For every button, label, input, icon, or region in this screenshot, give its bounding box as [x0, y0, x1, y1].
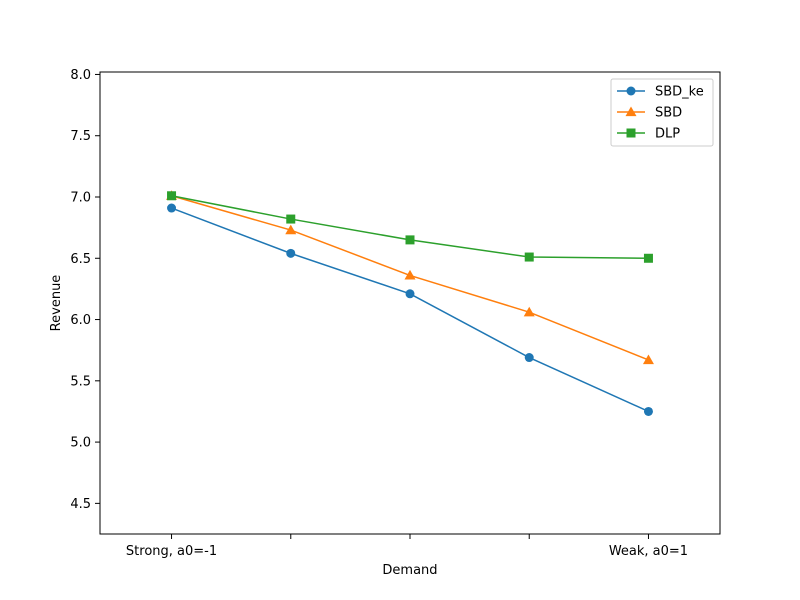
y-tick-label: 5.5	[70, 374, 91, 389]
data-point-sbd-ke	[643, 406, 653, 416]
y-axis-label: Revenue	[49, 275, 64, 332]
legend-marker-dlp	[626, 128, 636, 138]
legend: SBD_ke SBD DLP	[610, 78, 714, 147]
y-tick-label: 6.0	[70, 313, 91, 328]
data-point-sbd	[642, 354, 654, 365]
plot-area	[166, 190, 654, 416]
y-tick-label: 7.0	[70, 190, 91, 205]
x-tick-label: Strong, a0=-1	[126, 544, 217, 559]
legend-marker-sbd	[625, 106, 637, 117]
y-tick-label: 8.0	[70, 68, 91, 83]
axes: 4.5 5.0 5.5 6.0 6.5 7.0 7.5 8.0 Strong, a0=-1 Wea…	[70, 68, 688, 559]
data-point-sbd-ke	[405, 289, 415, 299]
data-point-sbd	[523, 306, 535, 317]
legend-marker-sbd-ke	[626, 86, 636, 96]
data-point-dlp	[524, 252, 534, 262]
legend-box	[610, 78, 714, 147]
data-point-sbd-ke	[167, 203, 177, 213]
y-tick-label: 6.5	[70, 252, 91, 267]
y-tick-label: 7.5	[70, 129, 91, 144]
data-point-sbd-ke	[286, 248, 296, 258]
data-point-sbd	[285, 224, 297, 235]
legend-label-sbd-ke: SBD_ke	[655, 85, 704, 100]
x-axis-label: Demand	[382, 563, 437, 578]
y-tick-label: 5.0	[70, 436, 91, 451]
data-point-sbd	[404, 269, 416, 280]
data-point-dlp	[286, 214, 296, 224]
data-point-dlp	[167, 191, 177, 201]
legend-label-dlp: DLP	[655, 127, 680, 142]
legend-label-sbd: SBD	[655, 106, 682, 121]
y-tick-label: 4.5	[70, 497, 91, 512]
data-point-sbd-ke	[524, 353, 534, 363]
data-point-dlp	[405, 235, 415, 245]
x-tick-label: Weak, a0=1	[609, 544, 688, 559]
data-point-dlp	[643, 253, 653, 263]
